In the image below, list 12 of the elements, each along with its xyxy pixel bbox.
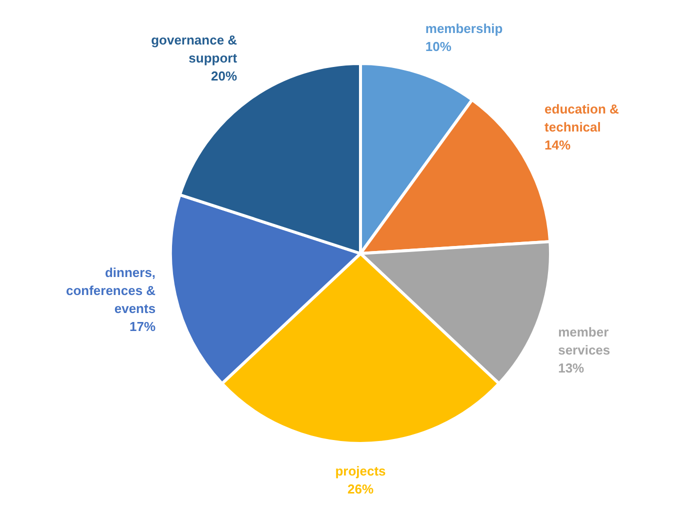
- slice-label: membership: [425, 20, 503, 36]
- slice-label: projects: [335, 464, 386, 478]
- slice-label: education & technical: [544, 101, 619, 134]
- slice-label: member services: [558, 324, 610, 358]
- data-label: 26%: [347, 482, 374, 496]
- slice-label: dinners, conferences & events: [66, 264, 156, 316]
- data-label: 17%: [130, 318, 156, 334]
- data-label: 13%: [558, 360, 585, 376]
- data-label: 10%: [425, 38, 452, 54]
- data-label: 20%: [211, 68, 238, 84]
- slice-label: governance & support: [151, 32, 238, 66]
- data-label: 14%: [544, 137, 571, 152]
